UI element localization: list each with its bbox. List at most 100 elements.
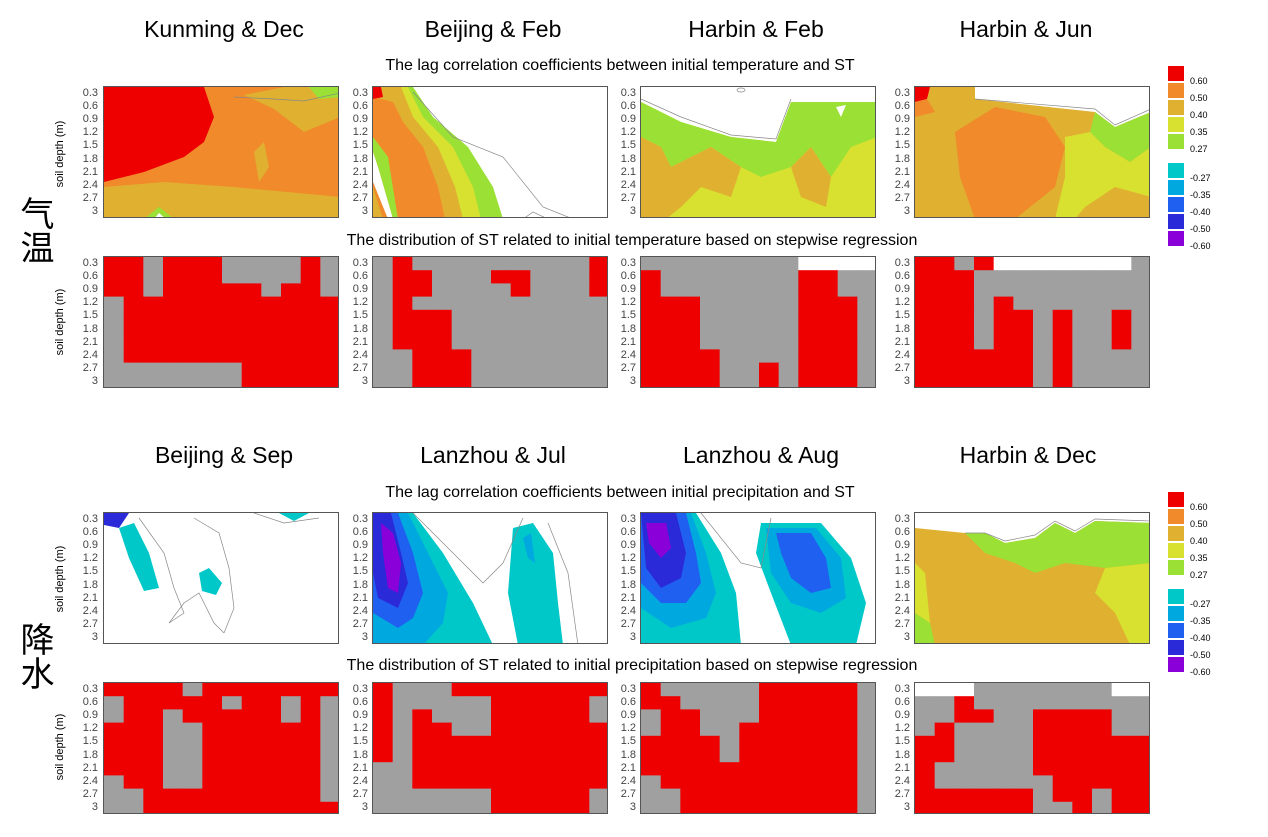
grid-cell bbox=[680, 362, 701, 377]
grid-cell bbox=[660, 336, 681, 350]
depth-tick-label: 2.7 bbox=[894, 788, 910, 801]
depth-tick-label: 0.9 bbox=[894, 283, 910, 295]
grid-cell bbox=[660, 709, 681, 724]
grid-cell bbox=[451, 257, 472, 271]
grid-cell bbox=[104, 788, 125, 803]
section-label-precipitation: 降水 bbox=[14, 622, 54, 690]
grid-cell bbox=[104, 735, 125, 750]
grid-cell bbox=[589, 323, 607, 337]
grid-cell bbox=[241, 270, 262, 284]
grid-cell bbox=[818, 362, 839, 377]
grid-cell bbox=[1111, 309, 1132, 324]
grid-cell bbox=[241, 762, 262, 776]
grid-cell bbox=[373, 762, 394, 776]
y-axis-label: soil depth (m) bbox=[54, 288, 66, 356]
depth-tick-label: 1.8 bbox=[894, 322, 910, 335]
grid-cell bbox=[281, 270, 302, 284]
grid-cell bbox=[300, 788, 321, 803]
grid-cell bbox=[491, 270, 512, 284]
grid-cell bbox=[222, 362, 243, 377]
grid-cell bbox=[1072, 775, 1093, 790]
grid-cell bbox=[818, 296, 839, 311]
grid-cell bbox=[123, 296, 144, 311]
legend-swatch bbox=[1168, 543, 1184, 558]
grid-cell bbox=[974, 336, 995, 350]
grid-cell bbox=[373, 683, 394, 697]
grid-cell bbox=[934, 362, 955, 377]
grid-cell bbox=[1111, 257, 1132, 271]
grid-cell bbox=[510, 336, 531, 350]
grid-cell bbox=[993, 257, 1014, 271]
grid-cell bbox=[261, 362, 282, 377]
grid-cell bbox=[123, 801, 144, 813]
grid-cell bbox=[974, 683, 995, 697]
grid-cell bbox=[759, 696, 780, 710]
depth-tick-label: 0.9 bbox=[620, 113, 636, 125]
depth-tick-label: 1.8 bbox=[82, 578, 98, 591]
grid-cell bbox=[222, 309, 243, 324]
corr-subtitle: The lag correlation coefficients between… bbox=[385, 484, 855, 501]
grid-cell bbox=[530, 362, 551, 377]
grid-cell bbox=[530, 709, 551, 724]
grid-cell bbox=[550, 375, 571, 387]
grid-cell bbox=[241, 257, 262, 271]
grid-cell bbox=[934, 749, 955, 763]
legend-swatch bbox=[1168, 231, 1184, 246]
grid-cell bbox=[510, 709, 531, 724]
grid-cell bbox=[123, 375, 144, 387]
grid-cell bbox=[778, 749, 799, 763]
y-axis-label: soil depth (m) bbox=[54, 120, 66, 188]
grid-cell bbox=[451, 735, 472, 750]
depth-tick-label: 1.8 bbox=[620, 578, 636, 591]
grid-cell bbox=[837, 323, 858, 337]
grid-cell bbox=[530, 749, 551, 763]
grid-cell bbox=[202, 375, 223, 387]
grid-cell bbox=[857, 683, 875, 697]
grid-cell bbox=[1013, 709, 1034, 724]
depth-tick-label: 0.3 bbox=[82, 256, 98, 269]
grid-cell bbox=[798, 257, 819, 271]
corr-panel-harbin-dec bbox=[914, 512, 1150, 644]
grid-cell bbox=[451, 283, 472, 298]
grid-cell bbox=[412, 801, 433, 813]
grid-cell bbox=[241, 696, 262, 710]
grid-cell bbox=[143, 283, 164, 298]
grid-cell bbox=[1111, 283, 1132, 298]
grid-cell bbox=[993, 270, 1014, 284]
grid-cell bbox=[700, 683, 721, 697]
grid-cell bbox=[182, 788, 203, 803]
depth-tick-label: 0.9 bbox=[894, 709, 910, 721]
grid-cell bbox=[739, 270, 760, 284]
grid-cell bbox=[1131, 362, 1149, 377]
grid-cell bbox=[261, 309, 282, 324]
dist-subtitle: The distribution of ST related to initia… bbox=[346, 657, 918, 674]
grid-cell bbox=[759, 788, 780, 803]
grid-cell bbox=[857, 283, 875, 298]
grid-cell bbox=[261, 762, 282, 776]
grid-cell bbox=[300, 323, 321, 337]
grid-cell bbox=[412, 323, 433, 337]
depth-tick-label: 0.3 bbox=[620, 682, 636, 695]
grid-cell bbox=[412, 336, 433, 350]
grid-cell bbox=[993, 775, 1014, 790]
grid-cell bbox=[993, 722, 1014, 737]
grid-cell bbox=[510, 735, 531, 750]
grid-cell bbox=[261, 696, 282, 710]
grid-cell bbox=[1072, 762, 1093, 776]
grid-cell bbox=[123, 349, 144, 364]
grid-cell bbox=[778, 683, 799, 697]
grid-cell bbox=[163, 683, 184, 697]
grid-cell bbox=[530, 270, 551, 284]
grid-cell bbox=[818, 283, 839, 298]
grid-cell bbox=[241, 375, 262, 387]
depth-tick-label: 2.4 bbox=[620, 349, 636, 361]
grid-cell bbox=[778, 775, 799, 790]
grid-cell bbox=[281, 788, 302, 803]
grid-cell bbox=[719, 336, 740, 350]
depth-tick-label: 1.2 bbox=[82, 296, 98, 309]
grid-cell bbox=[719, 801, 740, 813]
grid-cell bbox=[373, 722, 394, 737]
grid-cell bbox=[412, 683, 433, 697]
grid-cell bbox=[1072, 362, 1093, 377]
grid-cell bbox=[451, 749, 472, 763]
